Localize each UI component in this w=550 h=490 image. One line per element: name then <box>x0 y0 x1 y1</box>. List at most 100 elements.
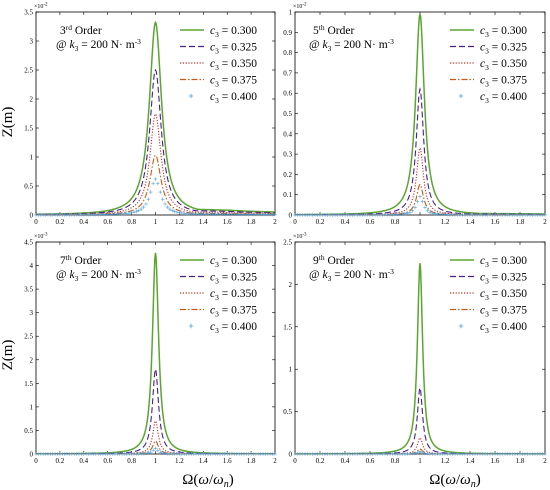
legend-label-5: c3 = 0.400 <box>210 321 257 335</box>
series-marker-5 <box>163 202 167 206</box>
series-marker-5 <box>153 177 158 181</box>
y-exponent-label: ×10-3 <box>293 233 307 241</box>
x-tick-label: 0.8 <box>391 457 400 465</box>
y-tick-label: 0 <box>30 451 34 459</box>
x-tick-label: 0.6 <box>366 218 375 226</box>
panel-subtitle: @ k3 = 200 N· m-3 <box>56 267 141 283</box>
x-tick-label: 1.6 <box>491 218 500 226</box>
y-tick-label: 1 <box>289 366 293 374</box>
series-line-3 <box>35 113 275 216</box>
x-tick-label: 1.6 <box>223 218 232 226</box>
series-marker-5 <box>418 449 422 454</box>
panel-title: 7th Order <box>60 253 101 267</box>
panel-title: 9th Order <box>313 253 354 267</box>
x-tick-label: 0 <box>293 218 297 226</box>
x-tick-label: 1.2 <box>175 218 184 226</box>
series-marker-5 <box>134 209 139 214</box>
x-tick-label: 0.2 <box>56 218 65 226</box>
y-tick-label: 0 <box>289 451 293 459</box>
y-tick-label: 2 <box>30 96 34 104</box>
x-tick-label: 1.4 <box>466 218 475 226</box>
panel-4: 0 0.2 0.4 0.6 0.8 1 1.2 1.4 1.6 1.8 2 0 0.5 1 1.5 2 2.5×… <box>283 233 547 466</box>
y-axis-title-top: Z(m) <box>0 107 16 138</box>
x-tick-label: 0.4 <box>79 218 88 226</box>
legend-label-1: c3 = 0.300 <box>480 255 527 269</box>
series-marker-5 <box>405 211 410 215</box>
y-tick-label: 0.3 <box>283 151 292 159</box>
panel-subtitle: @ k3 = 200 N· m-3 <box>309 37 394 53</box>
legend-label-4: c3 = 0.375 <box>210 305 257 319</box>
x-tick-label: 0 <box>34 218 38 226</box>
x-tick-label: 0.8 <box>391 218 400 226</box>
x-tick-label: 1.4 <box>466 457 475 465</box>
series-marker-5 <box>127 211 132 215</box>
legend-label-3: c3 = 0.350 <box>480 288 527 302</box>
y-exponent-label: ×10-2 <box>293 3 307 11</box>
panel-subtitle: @ k3 = 200 N· m-3 <box>56 37 141 53</box>
y-tick-label: 0.5 <box>283 110 292 118</box>
y-tick-label: 0 <box>289 212 293 220</box>
panel-title: 5th Order <box>313 23 354 37</box>
series-marker-5 <box>172 209 177 214</box>
series-marker-5 <box>148 450 153 454</box>
series-marker-5 <box>132 210 136 214</box>
series-line-3 <box>295 146 545 216</box>
y-tick-label: 4.5 <box>24 239 33 247</box>
x-tick-label: 1.2 <box>175 457 184 465</box>
y-tick-label: 2 <box>30 356 34 364</box>
series-marker-5 <box>165 205 170 209</box>
x-tick-label: 1.6 <box>491 457 500 465</box>
series-marker-5 <box>403 211 407 216</box>
x-tick-label: 0.4 <box>79 457 88 465</box>
y-tick-label: 0.5 <box>24 183 33 191</box>
series-line-4 <box>36 154 275 216</box>
legend-label-4: c3 = 0.375 <box>480 305 527 319</box>
legend-label-4: c3 = 0.375 <box>480 75 527 89</box>
y-tick-label: 1 <box>30 154 34 162</box>
series-line-2 <box>295 387 545 455</box>
panel-3: 0 0.2 0.4 0.6 0.8 1 1.2 1.4 1.6 1.8 2 0 0.5 1 1.5 2 2.5 3… <box>24 233 277 466</box>
series-marker-5 <box>151 181 155 186</box>
x-tick-label: 1 <box>418 457 422 465</box>
series-marker-5 <box>425 208 430 213</box>
y-tick-label: 1.5 <box>283 323 292 331</box>
series-marker-5 <box>423 205 427 210</box>
y-tick-label: 1.5 <box>24 125 33 133</box>
series-marker-5 <box>175 210 179 214</box>
y-tick-label: 0.9 <box>283 29 292 37</box>
x-tick-label: 1.8 <box>247 457 256 465</box>
series-marker-5 <box>413 451 417 456</box>
series-marker-5 <box>177 210 182 215</box>
series-marker-5 <box>543 452 547 456</box>
x-tick-label: 2 <box>273 218 277 226</box>
y-tick-label: 0.5 <box>24 427 33 435</box>
x-tick-label: 1.6 <box>223 457 232 465</box>
x-tick-label: 0.8 <box>127 218 136 226</box>
x-tick-label: 1.8 <box>516 218 525 226</box>
legend-label-2: c3 = 0.325 <box>210 42 257 56</box>
y-tick-label: 0.8 <box>283 49 292 57</box>
y-tick-label: 1.5 <box>24 380 33 388</box>
panel-subtitle: @ k3 = 200 N· m-3 <box>309 267 394 283</box>
x-tick-label: 0.2 <box>316 457 325 465</box>
y-exponent-label: ×10-2 <box>34 3 48 11</box>
legend-label-3: c3 = 0.350 <box>480 58 527 72</box>
legend-label-5: c3 = 0.400 <box>480 321 527 335</box>
x-tick-label: 1.8 <box>516 457 525 465</box>
legend-label-1: c3 = 0.300 <box>480 25 527 39</box>
legend-label-2: c3 = 0.325 <box>480 42 527 56</box>
x-tick-label: 1.2 <box>441 457 450 465</box>
y-tick-label: 0.1 <box>283 191 292 199</box>
series-marker-5 <box>410 451 415 456</box>
x-tick-label: 1 <box>418 218 422 226</box>
legend-marker-5 <box>188 93 194 99</box>
x-tick-label: 1 <box>154 218 158 226</box>
legend-label-3: c3 = 0.350 <box>210 58 257 72</box>
series-marker-5 <box>125 211 129 216</box>
legend-label-2: c3 = 0.325 <box>480 272 527 286</box>
x-tick-label: 0 <box>293 457 297 465</box>
series-marker-5 <box>408 210 412 215</box>
y-tick-label: 0.5 <box>283 408 292 416</box>
x-tick-label: 0.4 <box>341 457 350 465</box>
legend-label-1: c3 = 0.300 <box>210 255 257 269</box>
